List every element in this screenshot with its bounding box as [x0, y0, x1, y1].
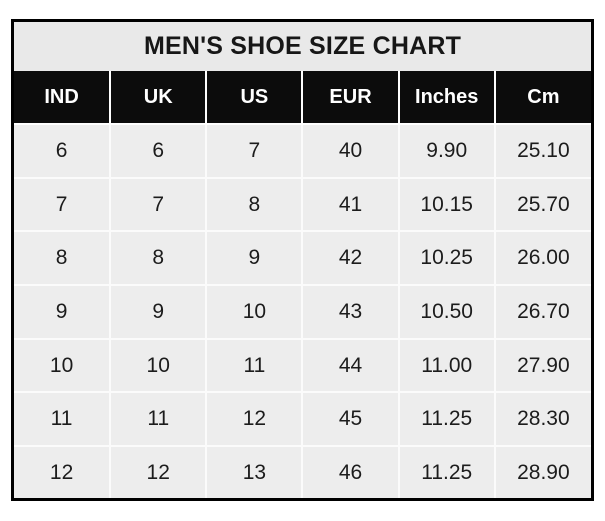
- table-cell: 13: [205, 445, 304, 498]
- table-cell: 26.00: [493, 230, 591, 287]
- table-row: 9 9 10 43 10.50 26.70: [14, 284, 591, 340]
- table-row: 11 11 12 45 11.25 28.30: [14, 391, 591, 448]
- table-cell: 10.15: [397, 176, 496, 233]
- table-cell: 40: [301, 123, 400, 179]
- table-cell: 7: [14, 176, 112, 233]
- size-chart-frame: MEN'S SHOE SIZE CHART IND UK US EUR Inches Cm…: [11, 19, 594, 501]
- size-chart-table: IND UK US EUR Inches Cm 6 6 7 40 9.90 25.10 7 7 8 41 10…: [14, 71, 591, 498]
- table-cell: 12: [205, 391, 304, 448]
- table-cell: 28.90: [493, 445, 591, 498]
- table-cell: 10: [109, 337, 208, 394]
- table-cell: 11.25: [397, 391, 496, 448]
- column-header-uk: UK: [109, 71, 208, 125]
- table-row: 12 12 13 46 11.25 28.90: [14, 445, 591, 498]
- column-header-cm: Cm: [493, 71, 591, 125]
- column-header-eur: EUR: [301, 71, 400, 125]
- table-cell: 25.70: [493, 176, 591, 233]
- column-header-us: US: [205, 71, 304, 125]
- table-cell: 8: [109, 230, 208, 287]
- table-cell: 11: [109, 391, 208, 448]
- chart-title: MEN'S SHOE SIZE CHART: [14, 22, 591, 71]
- table-header: IND UK US EUR Inches Cm: [14, 71, 591, 125]
- table-cell: 46: [301, 445, 400, 498]
- table-row: 8 8 9 42 10.25 26.00: [14, 230, 591, 287]
- table-cell: 9: [205, 230, 304, 287]
- table-row: 6 6 7 40 9.90 25.10: [14, 123, 591, 179]
- table-header-row: IND UK US EUR Inches Cm: [14, 71, 591, 125]
- table-cell: 43: [301, 284, 400, 340]
- table-cell: 27.90: [493, 337, 591, 394]
- table-cell: 9: [14, 284, 112, 340]
- table-cell: 11.25: [397, 445, 496, 498]
- table-cell: 11: [14, 391, 112, 448]
- table-cell: 12: [14, 445, 112, 498]
- table-cell: 8: [14, 230, 112, 287]
- table-cell: 28.30: [493, 391, 591, 448]
- table-cell: 12: [109, 445, 208, 498]
- table-cell: 9: [109, 284, 208, 340]
- table-cell: 25.10: [493, 123, 591, 179]
- table-cell: 7: [205, 123, 304, 179]
- table-cell: 10: [205, 284, 304, 340]
- table-cell: 6: [14, 123, 112, 179]
- table-cell: 7: [109, 176, 208, 233]
- table-cell: 10.25: [397, 230, 496, 287]
- table-cell: 8: [205, 176, 304, 233]
- table-cell: 10.50: [397, 284, 496, 340]
- table-cell: 6: [109, 123, 208, 179]
- table-row: 10 10 11 44 11.00 27.90: [14, 337, 591, 394]
- column-header-ind: IND: [14, 71, 112, 125]
- table-cell: 42: [301, 230, 400, 287]
- column-header-inches: Inches: [397, 71, 496, 125]
- table-cell: 11.00: [397, 337, 496, 394]
- table-body: 6 6 7 40 9.90 25.10 7 7 8 41 10.15 25.70 8 8 9 42 10.25 2…: [14, 123, 591, 498]
- table-cell: 9.90: [397, 123, 496, 179]
- table-cell: 11: [205, 337, 304, 394]
- table-cell: 45: [301, 391, 400, 448]
- table-row: 7 7 8 41 10.15 25.70: [14, 176, 591, 233]
- table-cell: 41: [301, 176, 400, 233]
- table-cell: 10: [14, 337, 112, 394]
- table-cell: 26.70: [493, 284, 591, 340]
- table-cell: 44: [301, 337, 400, 394]
